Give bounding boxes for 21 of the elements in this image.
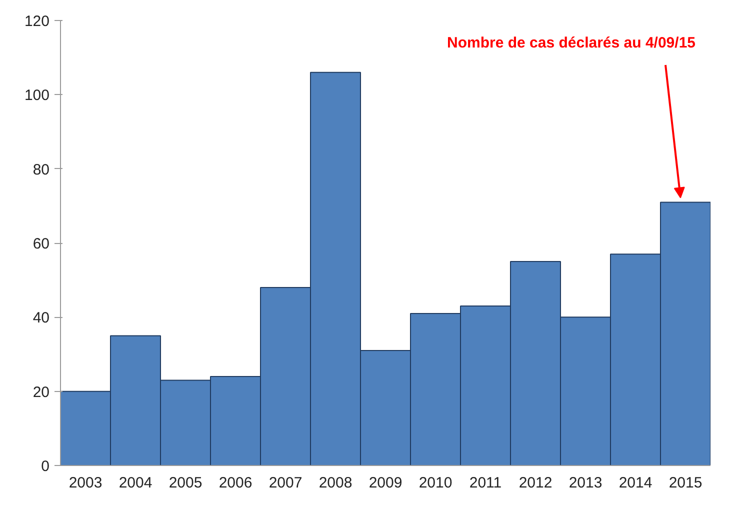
x-tick-label: 2004: [118, 474, 152, 492]
x-tick-label: 2005: [168, 474, 202, 492]
x-tick-label: 2015: [668, 474, 702, 492]
x-tick-label: 2010: [418, 474, 452, 492]
x-tick-label: 2003: [68, 474, 102, 492]
x-tick-label: 2007: [268, 474, 302, 492]
x-tick-label: 2011: [469, 474, 502, 492]
x-tick-label: 2008: [318, 474, 352, 492]
y-tick-label: 60: [32, 236, 50, 252]
annotation: Nombre de cas déclarés au 4/09/15: [447, 34, 696, 52]
y-tick-label: 100: [24, 87, 50, 104]
y-tick-label: 40: [32, 310, 50, 327]
y-tick-label: 120: [24, 13, 50, 30]
x-tick-label: 2013: [568, 474, 602, 492]
x-tick-label: 2009: [368, 474, 402, 492]
x-tick-label: 2012: [518, 474, 552, 492]
y-tick-label: 20: [32, 384, 50, 401]
y-tick-label: 0: [41, 458, 50, 475]
x-tick-label: 2014: [618, 474, 652, 492]
x-tick-label: 2006: [218, 474, 252, 492]
y-tick-label: 80: [32, 161, 50, 178]
